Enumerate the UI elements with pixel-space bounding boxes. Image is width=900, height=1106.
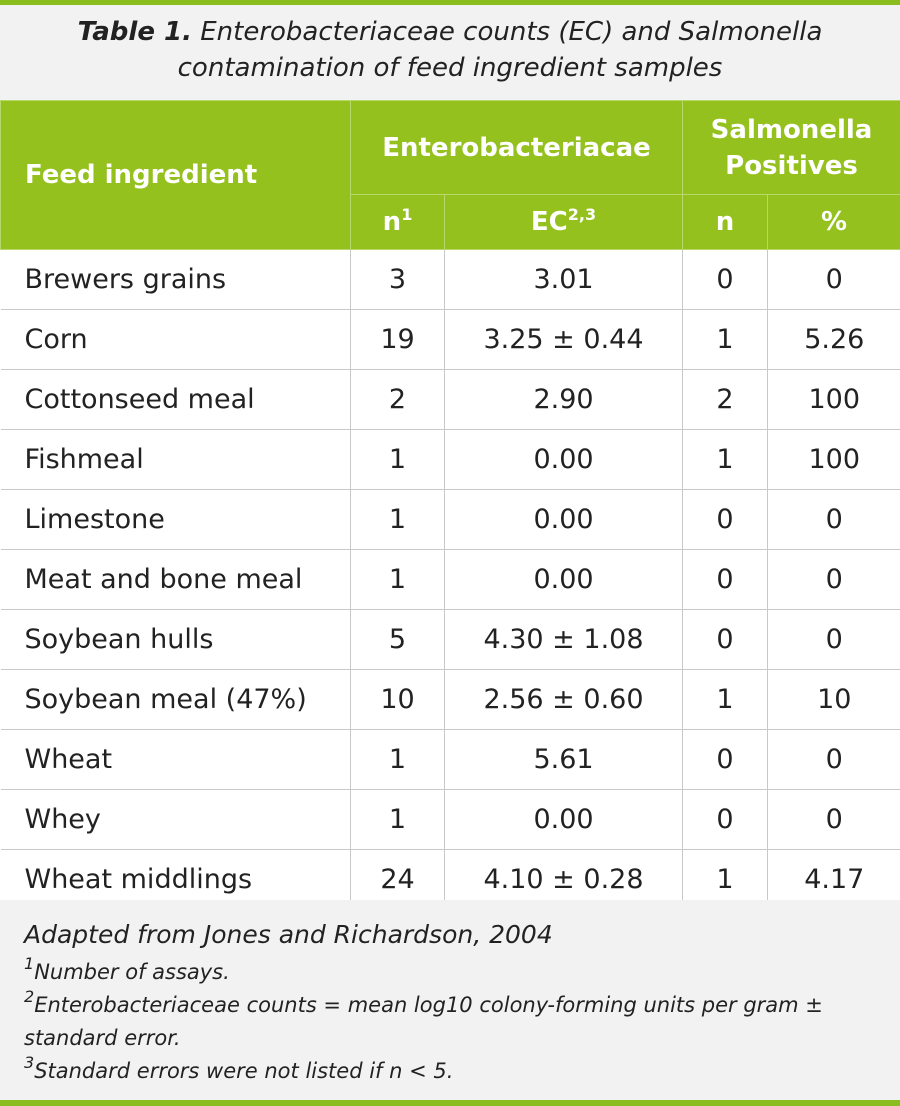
table-row: Corn 19 3.25 ± 0.44 1 5.26 bbox=[0, 309, 900, 370]
cell-n: 3 bbox=[350, 249, 445, 310]
cell-ingredient: Cottonseed meal bbox=[0, 369, 351, 430]
cell-salmonella-percent: 0 bbox=[767, 609, 900, 670]
cell-ingredient: Wheat bbox=[0, 729, 351, 790]
cell-n: 1 bbox=[350, 549, 445, 610]
cell-salmonella-percent: 100 bbox=[767, 369, 900, 430]
table-footnotes: Adapted from Jones and Richardson, 2004 … bbox=[0, 900, 900, 1100]
cell-n: 10 bbox=[350, 669, 445, 730]
caption-lead: Table 1. bbox=[77, 17, 192, 47]
cell-ec: 4.10 ± 0.28 bbox=[444, 849, 683, 910]
table-row: Cottonseed meal 2 2.90 2 100 bbox=[0, 369, 900, 430]
cell-salmonella-percent: 0 bbox=[767, 789, 900, 850]
table-row: Limestone 1 0.00 0 0 bbox=[0, 489, 900, 550]
cell-salmonella-n: 0 bbox=[682, 729, 768, 790]
cell-salmonella-n: 0 bbox=[682, 249, 768, 310]
cell-salmonella-n: 1 bbox=[682, 309, 768, 370]
footnote-mark: 3 bbox=[24, 1053, 35, 1072]
header-salmonella-positives: Salmonella Positives bbox=[682, 100, 900, 195]
footnote-text: Number of assays. bbox=[34, 960, 230, 984]
cell-ec: 0.00 bbox=[444, 489, 683, 550]
cell-ec: 4.30 ± 1.08 bbox=[444, 609, 683, 670]
cell-ingredient: Meat and bone meal bbox=[0, 549, 351, 610]
table-row: Wheat middlings 24 4.10 ± 0.28 1 4.17 bbox=[0, 849, 900, 910]
header-ec: EC2,3 bbox=[444, 194, 683, 250]
footnote-mark: 1 bbox=[24, 954, 35, 973]
footnote-text: Standard errors were not listed if n < 5… bbox=[34, 1059, 454, 1083]
table-row: Brewers grains 3 3.01 0 0 bbox=[0, 249, 900, 310]
cell-ingredient: Soybean meal (47%) bbox=[0, 669, 351, 730]
table-row: Meat and bone meal 1 0.00 0 0 bbox=[0, 549, 900, 610]
footnote-list: 1Number of assays. 2Enterobacteriaceae co… bbox=[24, 956, 876, 1088]
cell-n: 2 bbox=[350, 369, 445, 430]
header-feed-ingredient: Feed ingredient bbox=[0, 100, 351, 250]
cell-ec: 3.01 bbox=[444, 249, 683, 310]
footnote: 2Enterobacteriaceae counts = mean log10 … bbox=[24, 989, 876, 1055]
cell-ec: 0.00 bbox=[444, 789, 683, 850]
header-salmonella-n: n bbox=[682, 194, 768, 250]
feed-ingredient-table: Feed ingredient Enterobacteriacae Salmon… bbox=[0, 100, 900, 910]
cell-salmonella-percent: 0 bbox=[767, 729, 900, 790]
cell-ingredient: Limestone bbox=[0, 489, 351, 550]
cell-salmonella-percent: 10 bbox=[767, 669, 900, 730]
bottom-accent-rule bbox=[0, 1100, 900, 1106]
cell-salmonella-percent: 0 bbox=[767, 249, 900, 310]
cell-n: 1 bbox=[350, 489, 445, 550]
cell-salmonella-percent: 5.26 bbox=[767, 309, 900, 370]
cell-salmonella-percent: 4.17 bbox=[767, 849, 900, 910]
cell-salmonella-percent: 100 bbox=[767, 429, 900, 490]
footnote: 3Standard errors were not listed if n < … bbox=[24, 1055, 876, 1088]
cell-ingredient: Whey bbox=[0, 789, 351, 850]
footnote-text: Enterobacteriaceae counts = mean log10 c… bbox=[24, 993, 823, 1050]
footnote-mark: 2 bbox=[24, 987, 35, 1006]
cell-ec: 5.61 bbox=[444, 729, 683, 790]
cell-salmonella-percent: 0 bbox=[767, 549, 900, 610]
cell-salmonella-n: 0 bbox=[682, 549, 768, 610]
table-row: Wheat 1 5.61 0 0 bbox=[0, 729, 900, 790]
cell-n: 19 bbox=[350, 309, 445, 370]
cell-ingredient: Soybean hulls bbox=[0, 609, 351, 670]
cell-salmonella-n: 2 bbox=[682, 369, 768, 430]
cell-salmonella-n: 0 bbox=[682, 789, 768, 850]
cell-salmonella-n: 1 bbox=[682, 429, 768, 490]
cell-ingredient: Fishmeal bbox=[0, 429, 351, 490]
cell-salmonella-n: 1 bbox=[682, 669, 768, 730]
table-caption: Table 1. Enterobacteriaceae counts (EC) … bbox=[0, 5, 900, 100]
source-note: Adapted from Jones and Richardson, 2004 bbox=[24, 920, 553, 949]
cell-salmonella-n: 0 bbox=[682, 489, 768, 550]
cell-ec: 3.25 ± 0.44 bbox=[444, 309, 683, 370]
header-enterobacteriacae: Enterobacteriacae bbox=[350, 100, 683, 195]
cell-ingredient: Corn bbox=[0, 309, 351, 370]
cell-salmonella-percent: 0 bbox=[767, 489, 900, 550]
cell-salmonella-n: 0 bbox=[682, 609, 768, 670]
cell-ec: 2.56 ± 0.60 bbox=[444, 669, 683, 730]
footnote: 1Number of assays. bbox=[24, 956, 876, 989]
top-accent-rule bbox=[0, 0, 900, 5]
table-row: Fishmeal 1 0.00 1 100 bbox=[0, 429, 900, 490]
table-row: Soybean hulls 5 4.30 ± 1.08 0 0 bbox=[0, 609, 900, 670]
cell-n: 24 bbox=[350, 849, 445, 910]
cell-ec: 0.00 bbox=[444, 429, 683, 490]
cell-n: 5 bbox=[350, 609, 445, 670]
cell-ec: 2.90 bbox=[444, 369, 683, 430]
cell-ec: 0.00 bbox=[444, 549, 683, 610]
cell-n: 1 bbox=[350, 729, 445, 790]
cell-n: 1 bbox=[350, 789, 445, 850]
table-row: Soybean meal (47%) 10 2.56 ± 0.60 1 10 bbox=[0, 669, 900, 730]
header-n: n1 bbox=[350, 194, 445, 250]
table-row: Whey 1 0.00 0 0 bbox=[0, 789, 900, 850]
cell-n: 1 bbox=[350, 429, 445, 490]
cell-ingredient: Brewers grains bbox=[0, 249, 351, 310]
cell-salmonella-n: 1 bbox=[682, 849, 768, 910]
cell-ingredient: Wheat middlings bbox=[0, 849, 351, 910]
table-body: Brewers grains 3 3.01 0 0 Corn 19 3.25 ± 0.44 1 5… bbox=[0, 249, 900, 910]
header-salmonella-percent: % bbox=[767, 194, 900, 250]
caption-text: Enterobacteriaceae counts (EC) and Salmo… bbox=[177, 17, 823, 83]
